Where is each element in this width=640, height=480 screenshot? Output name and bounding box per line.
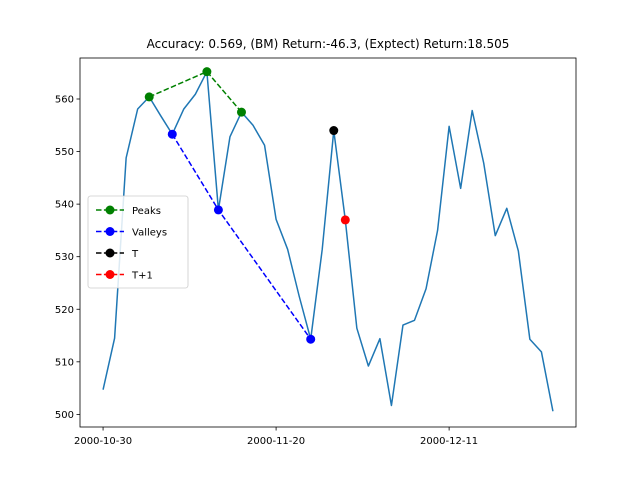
valleys-point xyxy=(306,334,316,344)
valleys-point xyxy=(167,129,177,139)
peaks-point xyxy=(144,92,154,102)
legend-peaks-label: Peaks xyxy=(132,206,161,217)
legend-t-marker xyxy=(105,248,115,258)
legend-t-1-label: T+1 xyxy=(131,270,153,281)
peaks-series-line xyxy=(148,70,243,113)
legend-valleys-label: Valleys xyxy=(132,227,167,238)
x-tick-label: 2000-10-30 xyxy=(74,436,132,447)
y-tick-label: 500 xyxy=(55,410,74,421)
legend-peaks-marker xyxy=(105,205,115,215)
plot-area xyxy=(102,67,554,412)
legend-t-label: T xyxy=(131,249,139,260)
x-tick-label: 2000-12-11 xyxy=(420,436,478,447)
t-point xyxy=(329,126,339,136)
y-tick-label: 540 xyxy=(55,200,74,211)
legend: Peaks Valleys T T+1 xyxy=(87,195,189,289)
legend-valleys-marker xyxy=(105,227,115,236)
axes-frame xyxy=(79,57,577,428)
peaks-point xyxy=(202,67,212,77)
legend-box xyxy=(87,195,189,289)
y-tick-label: 550 xyxy=(55,147,74,158)
peaks-point xyxy=(236,107,246,117)
y-tick-label: 560 xyxy=(55,95,74,106)
chart-title: Accuracy: 0.569, (BM) Return:-46.3, (Exp… xyxy=(147,37,510,51)
x-tick-label: 2000-11-20 xyxy=(247,436,305,447)
t-1-point xyxy=(340,215,350,225)
y-tick-label: 510 xyxy=(55,357,74,368)
legend-t-1-marker xyxy=(105,270,115,279)
price-series-line xyxy=(102,70,554,412)
y-tick-label: 530 xyxy=(55,252,74,263)
valleys-point xyxy=(213,205,223,215)
y-tick-label: 520 xyxy=(55,305,74,316)
axes: 500 510 520 530 540 550 560 2000-10-30 2000-11-2… xyxy=(55,57,577,447)
